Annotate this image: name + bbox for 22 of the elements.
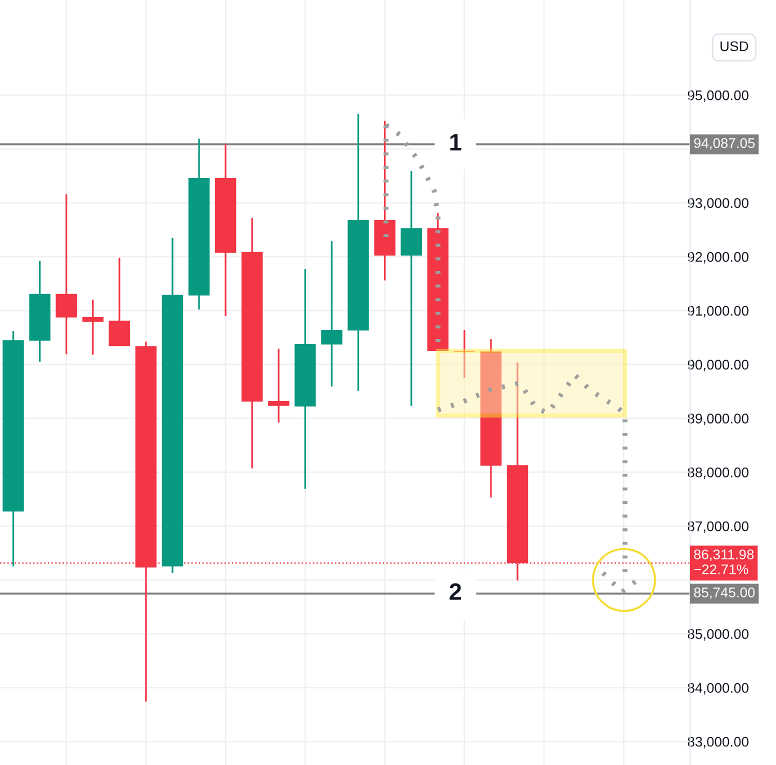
y-tick-label: 87,000.00 — [688, 521, 748, 533]
y-tick-label: 90,000.00 — [688, 360, 748, 372]
candlestick — [82, 298, 104, 356]
ref-line-label: 86,311.98 −22.71% — [694, 550, 754, 574]
ref-line-label: 94,087.05 — [694, 138, 755, 150]
candlestick — [56, 193, 77, 356]
annotation: 1 — [450, 134, 462, 150]
candlestick — [400, 170, 422, 407]
y-tick-label: 85,000.00 — [688, 629, 748, 641]
y-tick-label: 84,000.00 — [688, 682, 748, 694]
y-tick-label: 95,000.00 — [688, 90, 748, 102]
y-tick-label: 91,000.00 — [688, 306, 748, 318]
text: USD — [720, 41, 748, 52]
y-tick-label: 88,000.00 — [688, 468, 748, 479]
y-tick-label: 92,000.00 — [688, 252, 748, 264]
y-tick-label: 89,000.00 — [688, 414, 748, 426]
ref-line-label: 85,745.00 — [694, 588, 755, 600]
y-tick-label: 93,000.00 — [688, 198, 748, 210]
annotation: 2 — [450, 583, 462, 600]
candlestick — [321, 240, 342, 388]
candlestick — [268, 348, 290, 424]
y-tick-label: 83,000.00 — [688, 736, 748, 748]
